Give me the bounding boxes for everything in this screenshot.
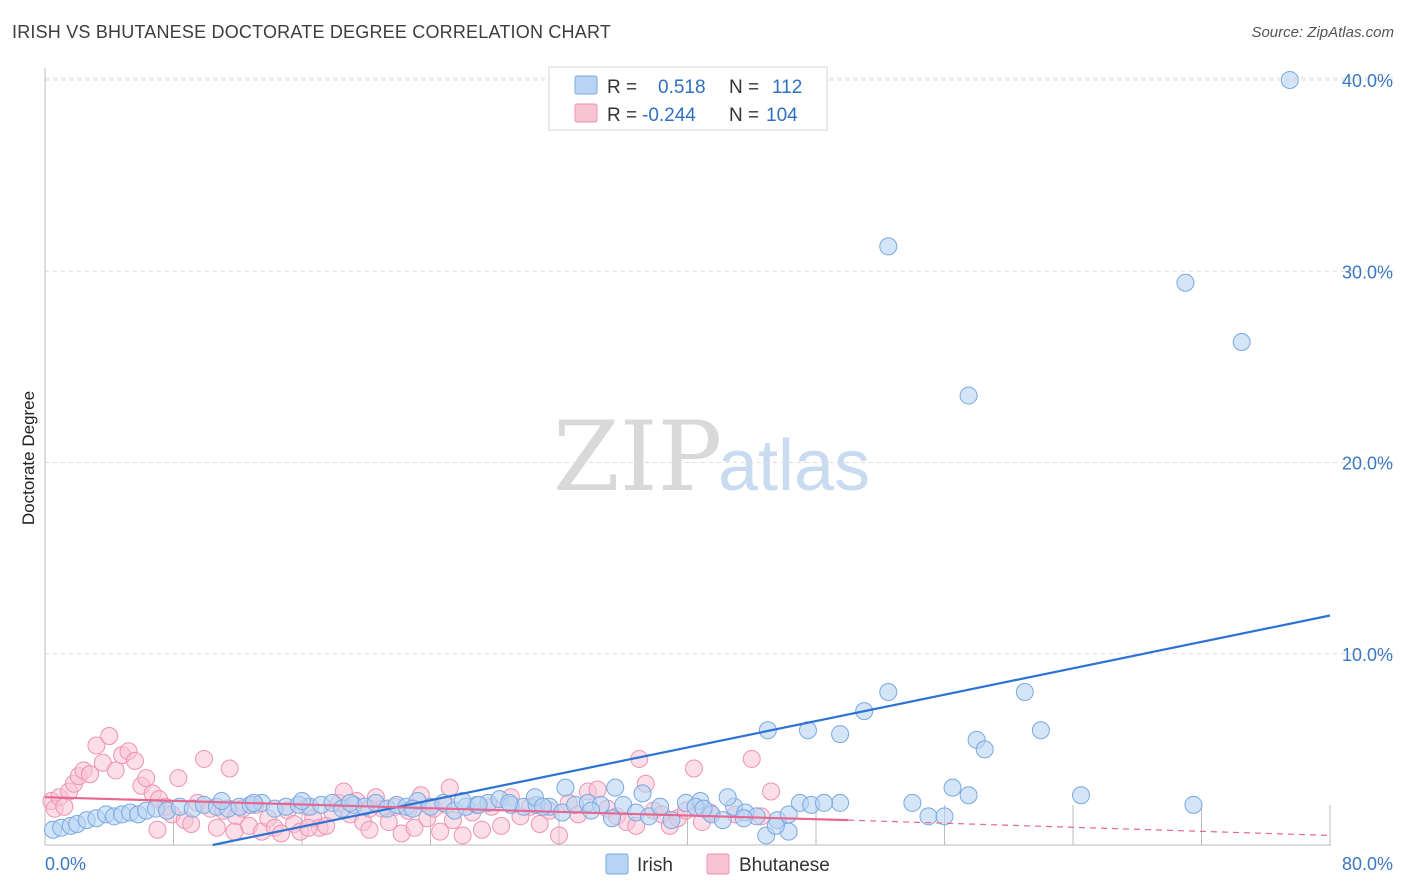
legend-r-value-irish: 0.518 [658,77,706,98]
bhutanese-point [472,820,491,839]
bhutanese-point [440,778,459,797]
bhutanese-point [137,769,156,788]
bhutanese-point [492,816,511,835]
irish-point [500,793,519,812]
legend-r-label-irish: R = [607,77,637,98]
x-tick-labels: 0.0% 80.0% [45,854,1393,874]
irish-point [1015,683,1034,701]
bhutanese-point [742,749,761,768]
watermark-zip: ZIP [553,401,722,513]
irish-point [1184,795,1203,814]
source-credit: Source: ZipAtlas.com [1251,24,1394,41]
bhutanese-point [550,826,568,845]
bhutanese-point [125,751,144,770]
irish-point [718,788,737,807]
irish-point [556,778,575,797]
legend-n-value-irish: 112 [772,77,802,98]
irish-trend-line [212,614,1331,847]
bhutanese-point [207,818,226,837]
bhutanese-trend-extension [848,819,1331,837]
bhutanese-point [182,814,201,833]
grid [45,77,1396,655]
y-tick-labels: 10.0% 20.0% 30.0% 40.0% [1342,71,1393,665]
bhutanese-point [220,759,239,778]
irish-point [582,801,601,820]
series-legend-label-irish: Irish [637,855,673,876]
legend-n-label-bhutanese: N = [729,105,759,126]
series-legend-label-bhutanese: Bhutanese [739,855,830,876]
bhutanese-point [431,822,450,841]
x-tick-label: 0.0% [45,854,86,874]
bhutanese-point [87,736,106,755]
legend-n-label-irish: N = [729,77,759,98]
y-tick-label: 30.0% [1342,262,1393,282]
series-legend-swatch-irish [605,853,629,875]
chart-title: IRISH VS BHUTANESE DOCTORATE DEGREE CORR… [12,22,612,42]
bhutanese-point [684,759,703,778]
bhutanese-point [453,826,472,845]
irish-point [293,792,311,811]
trend-lines [44,614,1331,847]
irish-point [651,797,670,816]
bhutanese-point [530,814,549,833]
watermark: ZIP atlas [553,401,870,513]
irish-point [713,811,732,830]
bhutanese-point [148,820,167,839]
irish-point [606,778,625,797]
irish-point [943,778,962,797]
y-tick-label: 40.0% [1342,71,1393,91]
bhutanese-point [762,782,781,801]
irish-point [1280,71,1299,89]
irish-point [815,793,834,812]
y-tick-label: 20.0% [1342,454,1393,474]
series-legend-swatch-bhutanese [706,853,730,875]
irish-point [959,786,978,805]
watermark-atlas: atlas [718,426,870,506]
irish-point [341,793,360,812]
legend-r-label-bhutanese: R = [607,105,637,126]
irish-point [1176,273,1195,292]
irish-point [1072,786,1091,805]
irish-point [633,784,652,803]
legend-r-value-bhutanese: -0.244 [642,105,696,126]
bhutanese-trend-line [44,796,849,822]
legend-n-value-bhutanese: 104 [766,105,798,126]
bhutanese-point [100,726,119,745]
irish-point [975,740,994,759]
irish-point [694,799,713,818]
x-tick-label: 80.0% [1342,854,1393,874]
legend-swatch-bhutanese [574,103,598,123]
bhutanese-point [225,822,244,841]
irish-point [903,793,922,812]
irish-point [766,816,785,835]
irish-point [831,793,850,812]
bhutanese-point [405,818,424,837]
irish-point [533,797,552,816]
y-axis-label: Doctorate Degree [19,391,38,525]
irish-point [831,725,850,744]
irish-point [879,683,898,701]
irish-point [959,386,978,405]
irish-point [879,237,898,256]
bhutanese-point [299,818,318,837]
bhutanese-point [80,765,99,784]
irish-point [1232,333,1251,352]
bhutanese-point [195,749,214,768]
irish-point [1031,721,1050,740]
bhutanese-point [106,761,125,780]
series-legend: Irish Bhutanese [605,853,830,876]
bhutanese-point [360,820,379,839]
bhutanese-point [55,797,74,816]
irish-point [935,807,954,826]
legend-swatch-irish [574,75,598,95]
y-tick-label: 10.0% [1342,645,1393,665]
correlation-legend: R = 0.518 N = 112 R = -0.244 N = 104 [548,66,828,131]
bhutanese-point [169,769,188,788]
